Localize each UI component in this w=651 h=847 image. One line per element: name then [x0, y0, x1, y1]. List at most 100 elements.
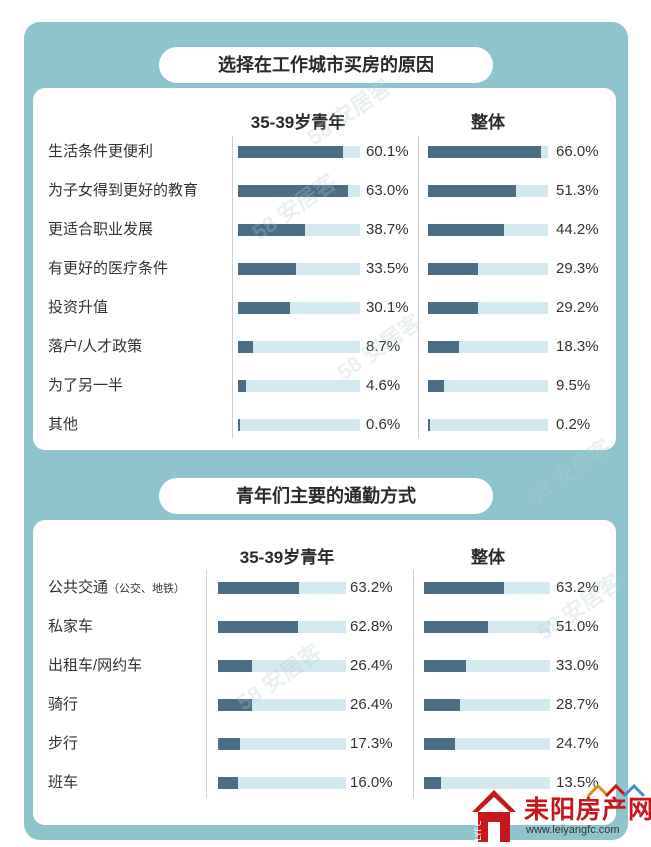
category-label-text: 骑行 [48, 696, 79, 713]
value-label: 33.0% [556, 657, 599, 674]
logo-url: www.leiyangfc.com [526, 824, 620, 836]
logo-brand-text: 耒阳房产网 [524, 796, 651, 824]
bar-track [424, 621, 550, 633]
category-label: 更适合职业发展 [48, 220, 153, 240]
category-label: 为了另一半 [48, 376, 123, 396]
bar-track [428, 185, 548, 197]
bar-track [428, 302, 548, 314]
value-label: 44.2% [556, 221, 599, 238]
bar-track [238, 185, 360, 197]
chart-panel-2 [33, 520, 616, 825]
bar [428, 185, 516, 197]
bar-track [218, 582, 346, 594]
value-label: 66.0% [556, 143, 599, 160]
bar [428, 263, 479, 275]
site-logo: LYFC 耒阳房产网 www.leiyangfc.com [468, 783, 651, 844]
bar-track [428, 263, 548, 275]
bar [428, 302, 479, 314]
bar-track [424, 777, 550, 789]
value-label: 33.5% [366, 260, 409, 277]
bar [428, 419, 430, 431]
bar-track [428, 380, 548, 392]
bar-track [218, 660, 346, 672]
value-label: 24.7% [556, 735, 599, 752]
svg-text:LYFC: LYFC [474, 820, 484, 841]
category-label-text: 投资升值 [48, 299, 109, 316]
bar-track [218, 621, 346, 633]
category-label-text: 落户/人才政策 [48, 338, 143, 355]
category-label-text: 公共交通 [48, 579, 109, 596]
bar [428, 224, 504, 236]
value-label: 30.1% [366, 299, 409, 316]
bar-track [428, 341, 548, 353]
value-label: 63.0% [366, 182, 409, 199]
bar [238, 263, 297, 275]
bar-track [238, 224, 360, 236]
chart-1-divider-right [418, 136, 419, 438]
bar [428, 146, 542, 158]
bar [218, 699, 252, 711]
value-label: 51.0% [556, 618, 599, 635]
value-label: 29.2% [556, 299, 599, 316]
bar-track [238, 419, 360, 431]
category-label: 为子女得到更好的教育 [48, 181, 198, 201]
chart-1-series-2-header: 整体 [471, 113, 505, 132]
value-label: 63.2% [556, 579, 599, 596]
value-label: 60.1% [366, 143, 409, 160]
category-label-text: 出租车/网约车 [48, 657, 143, 674]
bar [238, 146, 343, 158]
category-label: 步行 [48, 734, 78, 754]
bar [428, 341, 460, 353]
bar-track [428, 224, 548, 236]
category-label: 落户/人才政策 [48, 337, 142, 357]
bar [218, 621, 299, 633]
bar [424, 699, 461, 711]
bar-track [238, 302, 360, 314]
category-label: 私家车 [48, 617, 93, 637]
bar [424, 738, 456, 750]
bar-track [218, 738, 346, 750]
bar [424, 621, 489, 633]
bar [218, 660, 252, 672]
chart-2-series-2-header: 整体 [471, 548, 505, 567]
bar [238, 224, 306, 236]
value-label: 4.6% [366, 377, 401, 394]
category-label-text: 有更好的医疗条件 [48, 260, 169, 277]
category-label-text: 为子女得到更好的教育 [48, 182, 199, 199]
bar-track [428, 419, 548, 431]
value-label: 38.7% [366, 221, 409, 238]
bar [238, 302, 291, 314]
value-label: 29.3% [556, 260, 599, 277]
value-label: 28.7% [556, 696, 599, 713]
bar [218, 738, 241, 750]
bar [238, 341, 254, 353]
category-label-text: 为了另一半 [48, 377, 124, 394]
chart-1-title: 选择在工作城市买房的原因 [159, 47, 493, 83]
value-label: 9.5% [556, 377, 591, 394]
bar [428, 380, 445, 392]
bar-track [238, 263, 360, 275]
value-label: 13.5% [556, 774, 599, 791]
category-label: 骑行 [48, 695, 78, 715]
category-label-text: 步行 [48, 735, 79, 752]
chart-2-divider-right [413, 570, 414, 798]
value-label: 26.4% [350, 696, 393, 713]
value-label: 8.7% [366, 338, 401, 355]
value-label: 26.4% [350, 657, 393, 674]
chart-2-divider-left [206, 570, 207, 798]
category-label-note: （公交、地铁） [108, 583, 186, 595]
bar-track [238, 341, 360, 353]
value-label: 18.3% [556, 338, 599, 355]
bar-track [238, 380, 360, 392]
category-label-text: 班车 [48, 774, 79, 791]
category-label-text: 更适合职业发展 [48, 221, 154, 238]
bar-track [218, 699, 346, 711]
bar [218, 582, 299, 594]
bar [424, 777, 441, 789]
value-label: 0.2% [556, 416, 591, 433]
chart-1-series-1-header: 35-39岁青年 [250, 113, 346, 132]
bar [238, 380, 247, 392]
bar-track [424, 699, 550, 711]
category-label: 生活条件更便利 [48, 142, 153, 162]
value-label: 62.8% [350, 618, 393, 635]
